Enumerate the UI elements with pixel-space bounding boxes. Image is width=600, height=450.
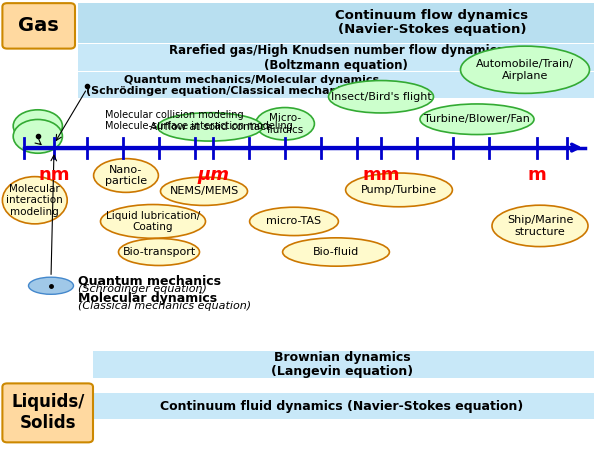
Ellipse shape	[346, 173, 452, 207]
Ellipse shape	[492, 205, 588, 247]
Text: Rarefied gas/High Knudsen number flow dynamics
(Boltzmann equation): Rarefied gas/High Knudsen number flow dy…	[169, 44, 503, 72]
Text: μm: μm	[197, 166, 229, 184]
Text: Liquids/
Solids: Liquids/ Solids	[11, 393, 85, 432]
Text: micro-TAS: micro-TAS	[266, 216, 322, 226]
FancyBboxPatch shape	[2, 3, 75, 49]
Text: Quantum mechanics: Quantum mechanics	[78, 275, 221, 288]
Text: Liquid lubrication/
Coating: Liquid lubrication/ Coating	[106, 211, 200, 232]
Ellipse shape	[101, 204, 205, 238]
Ellipse shape	[283, 238, 389, 266]
Text: Molecular
interaction
modeling: Molecular interaction modeling	[7, 184, 63, 217]
Ellipse shape	[329, 81, 433, 113]
Ellipse shape	[157, 113, 263, 141]
Bar	[78, 72, 594, 98]
Text: (Schrödinger equation): (Schrödinger equation)	[78, 284, 207, 294]
Bar	[93, 393, 594, 419]
Ellipse shape	[2, 176, 67, 224]
Bar	[93, 351, 594, 378]
Text: Turbine/Blower/Fan: Turbine/Blower/Fan	[424, 114, 530, 124]
Ellipse shape	[250, 207, 338, 236]
Text: Ship/Marine
structure: Ship/Marine structure	[507, 215, 573, 237]
Ellipse shape	[29, 277, 74, 294]
Text: Automobile/Train/
Airplane: Automobile/Train/ Airplane	[476, 59, 574, 81]
Text: Brownian dynamics
(Langevin equation): Brownian dynamics (Langevin equation)	[271, 351, 413, 378]
Text: Quantum mechanics/Molecular dynamics
(Schrödinger equation/Classical mechanics e: Quantum mechanics/Molecular dynamics (Sc…	[86, 75, 418, 96]
FancyBboxPatch shape	[2, 383, 93, 442]
Text: Molecular collision modeling
Molecule-surface interaction modeling: Molecular collision modeling Molecule-su…	[105, 110, 293, 131]
Text: Gas: Gas	[19, 16, 59, 36]
Text: Airflow at solid contact: Airflow at solid contact	[150, 122, 270, 132]
Ellipse shape	[420, 104, 534, 135]
Text: Micro-
fluidics: Micro- fluidics	[266, 113, 304, 135]
Bar	[78, 3, 594, 43]
Text: Bio-fluid: Bio-fluid	[313, 247, 359, 257]
Ellipse shape	[94, 159, 158, 193]
Text: Molecular dynamics: Molecular dynamics	[78, 292, 217, 305]
Text: m: m	[527, 166, 547, 184]
Ellipse shape	[161, 177, 248, 205]
Bar	[78, 44, 594, 71]
Text: Bio-transport: Bio-transport	[122, 247, 196, 257]
Ellipse shape	[256, 108, 314, 140]
Text: (Classical mechanics equation): (Classical mechanics equation)	[78, 302, 251, 311]
Text: mm: mm	[362, 166, 400, 184]
Text: Pump/Turbine: Pump/Turbine	[361, 185, 437, 195]
Text: Insect/Bird's flight: Insect/Bird's flight	[331, 92, 431, 102]
Text: NEMS/MEMS: NEMS/MEMS	[169, 186, 239, 196]
Ellipse shape	[13, 120, 62, 153]
Text: Continuum fluid dynamics (Navier-Stokes equation): Continuum fluid dynamics (Navier-Stokes …	[160, 400, 524, 413]
Text: Continuum flow dynamics
(Navier-Stokes equation): Continuum flow dynamics (Navier-Stokes e…	[335, 9, 529, 36]
Ellipse shape	[461, 46, 589, 94]
Ellipse shape	[119, 238, 199, 266]
Text: Nano-
particle: Nano- particle	[105, 165, 147, 186]
Text: nm: nm	[38, 166, 70, 184]
Ellipse shape	[13, 110, 62, 142]
